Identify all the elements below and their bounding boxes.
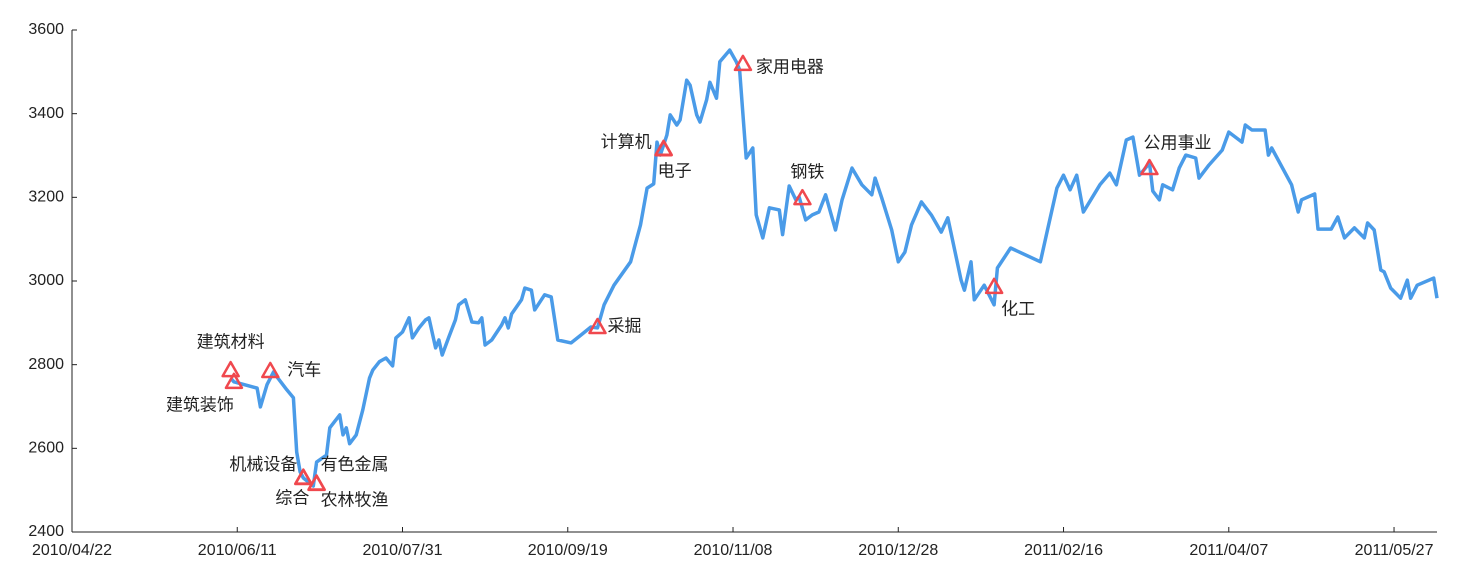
annotation-marker — [261, 361, 280, 379]
annotation-label: 家用电器 — [756, 57, 824, 77]
annotation-label: 化工 — [1001, 299, 1035, 319]
annotation-label: 农林牧渔 — [321, 490, 389, 510]
annotation-label: 电子 — [658, 162, 692, 182]
annotation-label: 汽车 — [287, 360, 321, 380]
y-tick-label: 3200 — [28, 189, 64, 206]
annotation-label: 计算机 — [601, 132, 652, 152]
annotation-marker — [294, 468, 313, 486]
annotation-label: 机械设备 — [229, 455, 297, 475]
annotation-label: 综合 — [275, 489, 309, 509]
annotation-label: 公用事业 — [1143, 134, 1211, 154]
annotation-marker — [221, 360, 240, 378]
annotation-label: 采掘 — [608, 317, 642, 337]
y-tick-label: 2400 — [28, 523, 64, 540]
x-tick-label: 2010/06/11 — [198, 542, 277, 559]
y-tick-label: 3600 — [28, 21, 64, 38]
annotation-label: 钢铁 — [790, 163, 824, 183]
annotation-label: 建筑装饰 — [166, 395, 234, 415]
x-tick-label: 2010/04/22 — [32, 542, 112, 559]
annotation-marker — [733, 54, 753, 72]
line-series — [229, 48, 1439, 488]
annotation-marker — [1140, 158, 1159, 176]
annotation-marker — [588, 317, 607, 335]
annotation-marker — [793, 188, 812, 206]
x-tick-label: 2010/11/08 — [694, 542, 773, 559]
x-tick-label: 2011/02/16 — [1024, 542, 1103, 559]
y-tick-label: 2600 — [28, 440, 64, 457]
y-tick-label: 3400 — [28, 105, 64, 122]
annotation-label: 有色金属 — [321, 455, 389, 475]
x-tick-label: 2011/05/27 — [1355, 542, 1434, 559]
x-tick-label: 2010/07/31 — [362, 542, 442, 559]
annotation-label: 建筑材料 — [197, 333, 265, 353]
annotation-marker — [654, 139, 673, 157]
y-tick-label: 2800 — [28, 356, 64, 373]
y-tick-label: 3000 — [28, 272, 64, 289]
x-tick-label: 2011/04/07 — [1189, 542, 1268, 559]
annotation-marker — [984, 277, 1004, 295]
x-tick-label: 2010/09/19 — [528, 542, 608, 559]
annotation-marker — [307, 474, 326, 492]
annotation-marker — [224, 372, 244, 390]
x-tick-label: 2010/12/28 — [858, 542, 938, 559]
